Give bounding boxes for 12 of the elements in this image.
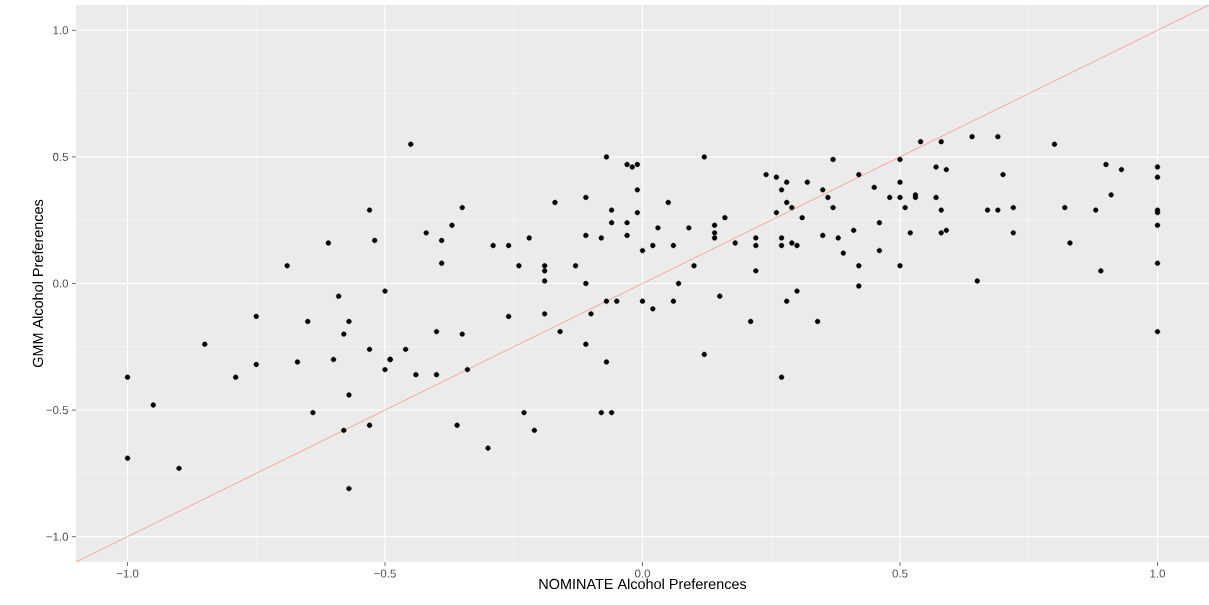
x-axis-title: NOMINATE Alcohol Preferences xyxy=(539,578,747,590)
x-tick-label: 0.5 xyxy=(892,569,908,578)
y-axis-title: GMM Alcohol Preferences xyxy=(32,199,44,368)
y-tick-label: −1.0 xyxy=(46,532,69,541)
x-tick-label: −0.5 xyxy=(374,569,396,578)
x-tick-label: −1.0 xyxy=(116,569,139,578)
y-tick-label: 0.5 xyxy=(53,152,69,161)
y-tick-label: −0.5 xyxy=(46,406,69,415)
x-tick-label: 1.0 xyxy=(1150,569,1166,578)
y-tick-label: 1.0 xyxy=(53,26,69,35)
x-tick-label: 0.0 xyxy=(634,569,651,578)
y-tick-label: 0.0 xyxy=(53,279,69,288)
